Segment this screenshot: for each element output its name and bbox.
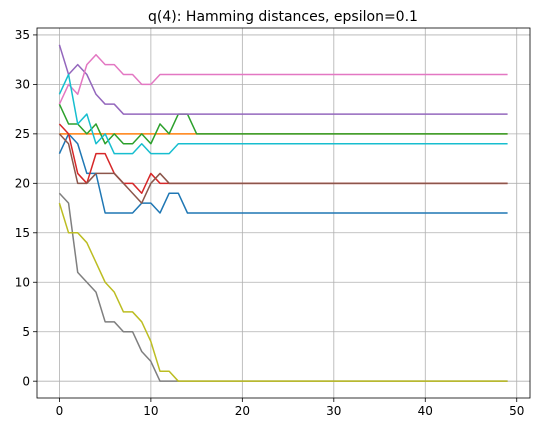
series-line-1 bbox=[58, 133, 508, 214]
series-line-3 bbox=[58, 103, 508, 145]
y-tick-label: 15 bbox=[15, 226, 30, 240]
y-tick-label: 10 bbox=[15, 276, 30, 290]
series-line-8 bbox=[58, 192, 508, 382]
plot-frame bbox=[36, 27, 531, 399]
y-tick-label: 25 bbox=[15, 127, 30, 141]
series-line-9 bbox=[58, 202, 508, 382]
x-axis: 0 10 20 30 40 50 bbox=[56, 398, 524, 418]
x-tick-label: 20 bbox=[235, 404, 250, 418]
series-line-5 bbox=[58, 44, 508, 115]
y-tick-label: 5 bbox=[22, 325, 30, 339]
y-tick-label: 0 bbox=[22, 374, 30, 388]
y-tick-label: 30 bbox=[15, 78, 30, 92]
x-tick-label: 10 bbox=[143, 404, 158, 418]
y-tick-label: 20 bbox=[15, 177, 30, 191]
series-layer bbox=[58, 44, 508, 382]
y-tick-label: 35 bbox=[15, 28, 30, 42]
series-line-7 bbox=[58, 53, 508, 105]
x-tick-label: 30 bbox=[326, 404, 341, 418]
x-tick-label: 50 bbox=[509, 404, 524, 418]
series-line-10 bbox=[58, 73, 508, 155]
x-tick-label: 40 bbox=[418, 404, 433, 418]
y-axis: 0 5 10 15 20 25 30 35 bbox=[15, 28, 37, 388]
series-line-6 bbox=[58, 133, 508, 204]
x-tick-label: 0 bbox=[56, 404, 64, 418]
chart-title: q(4): Hamming distances, epsilon=0.1 bbox=[148, 9, 418, 25]
